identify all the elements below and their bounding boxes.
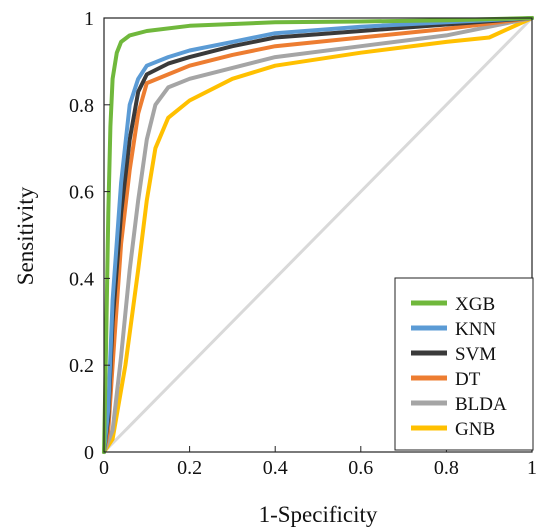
legend-label-gnb: GNB <box>455 419 495 440</box>
plot-frame <box>103 17 533 453</box>
axes-layer <box>103 17 533 453</box>
series-line-xgb <box>102 16 534 454</box>
x-tick-label: 0.6 <box>348 457 373 479</box>
y-tick-label: 1 <box>84 8 94 30</box>
y-axis-label: Sensitivity <box>13 186 38 285</box>
x-tick-label: 0.8 <box>434 457 459 479</box>
legend-label-xgb: XGB <box>455 294 495 315</box>
x-tick-label: 0.4 <box>263 457 288 479</box>
ticks-layer: 0 0.2 0.4 0.6 0.8 1 0 0.2 0.4 0.6 0.8 1 <box>69 8 537 479</box>
y-tick-label: 0.6 <box>69 182 94 204</box>
x-tick-label: 0 <box>99 457 109 479</box>
legend-label-dt: DT <box>455 369 481 390</box>
y-tick-label: 0.8 <box>69 95 94 117</box>
reference-diagonal-line <box>102 16 534 454</box>
legend-box <box>394 277 534 451</box>
y-tick-label: 0.4 <box>69 268 94 290</box>
x-tick-label: 0.2 <box>177 457 202 479</box>
reference-layer <box>102 16 534 454</box>
x-tick-label: 1 <box>527 457 537 479</box>
series-layer <box>102 16 534 454</box>
legend-label-knn: KNN <box>455 319 496 340</box>
x-axis-label: 1-Specificity <box>259 502 378 527</box>
legend: XGB KNN SVM DT BLDA GNB <box>394 277 534 451</box>
series-line-gnb <box>102 16 534 454</box>
legend-label-blda: BLDA <box>455 394 507 415</box>
series-line-dt <box>102 16 534 454</box>
y-tick-label: 0.2 <box>69 355 94 377</box>
series-line-knn <box>102 16 534 454</box>
y-tick-label: 0 <box>84 442 94 464</box>
series-line-blda <box>102 16 534 454</box>
legend-label-svm: SVM <box>455 344 496 365</box>
